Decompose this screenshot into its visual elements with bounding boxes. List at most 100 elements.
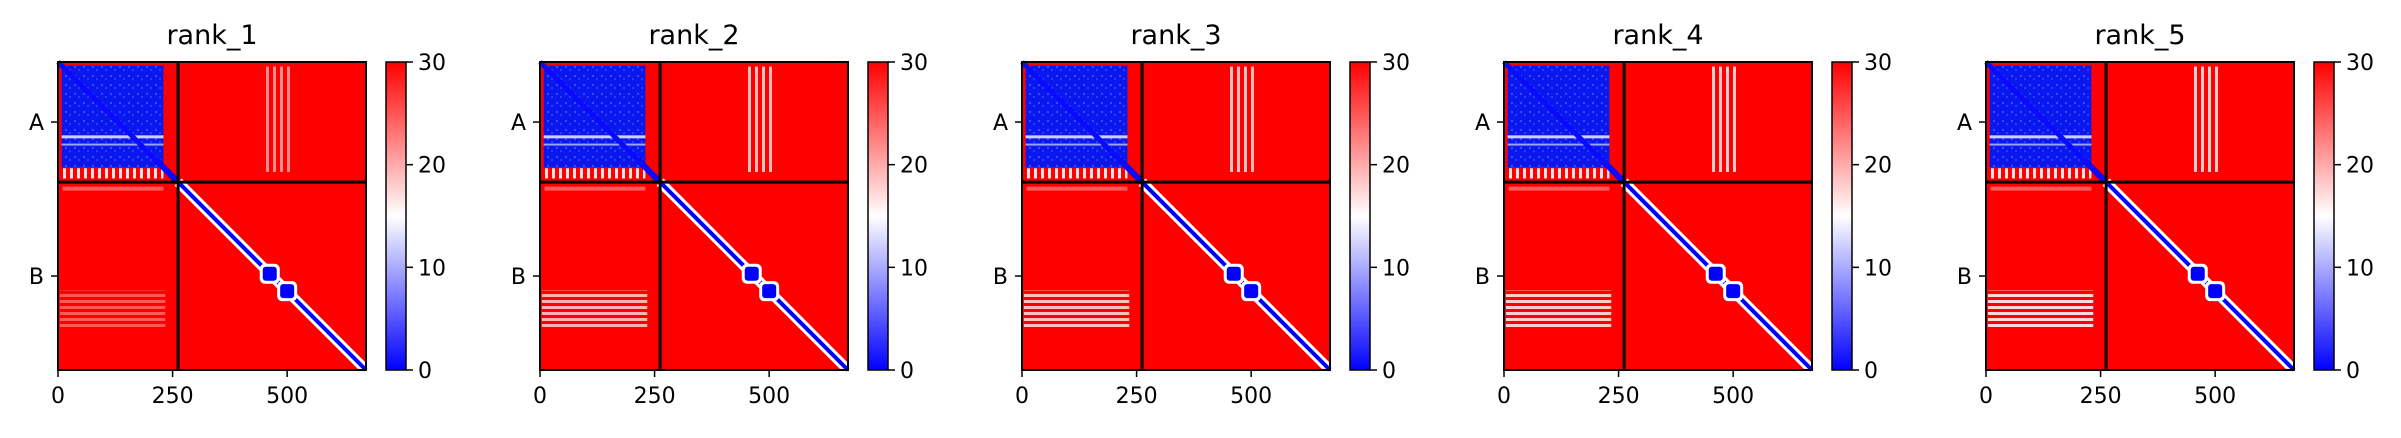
domain-blob xyxy=(1726,284,1741,299)
heatmap-frame xyxy=(1503,61,1813,371)
colorbar-tick-label: 0 xyxy=(2346,359,2360,384)
colorbar-tick-label: 0 xyxy=(418,359,432,384)
domain-blob xyxy=(762,284,777,299)
chain-a-seam xyxy=(543,143,646,146)
ba-interface-stripe xyxy=(1505,290,1612,330)
colorbar-tick-label: 30 xyxy=(1382,51,1410,76)
panel-title: rank_3 xyxy=(1130,20,1221,51)
domain-blob xyxy=(1708,266,1723,281)
domain-blob xyxy=(1244,284,1259,299)
y-tick-label: B xyxy=(1475,265,1490,290)
chain-a-diagonal xyxy=(56,60,180,184)
heatmap-panel: rank_4 A B 0 250 500 0 10 20 30 xyxy=(1475,20,1892,409)
chain-a-seam xyxy=(1025,135,1128,139)
colorbar-frame xyxy=(2313,61,2335,371)
colorbar-tick-label: 20 xyxy=(900,154,928,179)
chain-a-seam xyxy=(1507,143,1610,146)
colorbar-frame xyxy=(385,61,407,371)
ab-interface-stripe xyxy=(264,66,292,172)
ba-interface-stripe xyxy=(541,290,648,330)
colorbar-tick-label: 20 xyxy=(1382,154,1410,179)
x-tick-label: 250 xyxy=(2080,384,2122,409)
heatmap-frame xyxy=(1021,61,1331,371)
chain-a-fringe xyxy=(61,168,164,179)
colorbar xyxy=(2314,62,2334,370)
ab-interface-stripe xyxy=(2192,66,2220,172)
ba-interface-stripe xyxy=(1023,290,1130,330)
y-tick-label: B xyxy=(993,265,1008,290)
colorbar xyxy=(868,62,888,370)
x-tick-label: 0 xyxy=(1979,384,1993,409)
panel-title: rank_2 xyxy=(648,20,739,51)
ba-interface-stripe xyxy=(59,290,166,330)
domain-blob xyxy=(2190,266,2205,281)
colorbar-tick-label: 20 xyxy=(1864,154,1892,179)
ba-speckle xyxy=(62,186,164,191)
heatmap-frame xyxy=(57,61,367,371)
ba-speckle xyxy=(1990,186,2092,191)
x-tick-label: 0 xyxy=(1015,384,1029,409)
heatmap-frame xyxy=(1985,61,2295,371)
chain-a-fringe xyxy=(1507,168,1610,179)
x-tick-label: 500 xyxy=(266,384,308,409)
y-tick-label: A xyxy=(993,111,1008,136)
ba-interface-stripe xyxy=(1987,290,2094,330)
heatmap-panel: rank_2 A B 0 250 500 0 10 20 30 xyxy=(511,20,928,409)
chain-a-diagonal xyxy=(1502,60,1626,184)
x-tick-label: 250 xyxy=(152,384,194,409)
y-tick-label: A xyxy=(1475,111,1490,136)
colorbar-tick-label: 30 xyxy=(1864,51,1892,76)
chain-a-seam xyxy=(61,135,164,139)
colorbar xyxy=(1350,62,1370,370)
heatmap-frame xyxy=(539,61,849,371)
chain-a-fringe xyxy=(1989,168,2092,179)
x-tick-label: 500 xyxy=(2194,384,2236,409)
y-tick-label: A xyxy=(1957,111,1972,136)
ab-interface-stripe xyxy=(1710,66,1738,172)
colorbar-tick-label: 10 xyxy=(1382,256,1410,281)
colorbar-tick-label: 0 xyxy=(900,359,914,384)
colorbar-tick-label: 30 xyxy=(2346,51,2374,76)
colorbar-tick-label: 10 xyxy=(418,256,446,281)
panel-title: rank_4 xyxy=(1612,20,1703,51)
chain-a-seam xyxy=(1989,135,2092,139)
x-tick-label: 500 xyxy=(1712,384,1754,409)
colorbar-tick-label: 10 xyxy=(1864,256,1892,281)
chain-a-seam xyxy=(1025,143,1128,146)
ab-interface-stripe xyxy=(746,66,774,172)
domain-blob xyxy=(1226,266,1241,281)
colorbar-tick-label: 10 xyxy=(2346,256,2374,281)
chain-a-seam xyxy=(1989,143,2092,146)
heatmap-panel: rank_3 A B 0 250 500 0 10 20 30 xyxy=(993,20,1410,409)
colorbar xyxy=(386,62,406,370)
chain-a-diagonal xyxy=(1984,60,2108,184)
colorbar-tick-label: 30 xyxy=(418,51,446,76)
x-tick-label: 0 xyxy=(51,384,65,409)
x-tick-label: 500 xyxy=(1230,384,1272,409)
chain-a-diagonal xyxy=(538,60,662,184)
ab-interface-stripe xyxy=(1228,66,1256,172)
colorbar-tick-label: 30 xyxy=(900,51,928,76)
chain-a-fringe xyxy=(543,168,646,179)
y-tick-label: B xyxy=(1957,265,1972,290)
colorbar-tick-label: 0 xyxy=(1382,359,1396,384)
colorbar xyxy=(1832,62,1852,370)
heatmap-panel: rank_1 A B 0 250 500 0 10 20 30 xyxy=(29,20,446,409)
y-tick-label: A xyxy=(511,111,526,136)
x-tick-label: 500 xyxy=(748,384,790,409)
domain-blob xyxy=(262,266,277,281)
domain-blob xyxy=(280,284,295,299)
chain-a-seam xyxy=(61,143,164,146)
ba-speckle xyxy=(544,186,646,191)
colorbar-tick-label: 20 xyxy=(2346,154,2374,179)
domain-blob xyxy=(2208,284,2223,299)
panel-title: rank_1 xyxy=(166,20,257,51)
colorbar-frame xyxy=(867,61,889,371)
y-tick-label: A xyxy=(29,111,44,136)
ba-speckle xyxy=(1026,186,1128,191)
chain-a-seam xyxy=(1507,135,1610,139)
x-tick-label: 250 xyxy=(1598,384,1640,409)
y-tick-label: B xyxy=(29,265,44,290)
x-tick-label: 250 xyxy=(634,384,676,409)
